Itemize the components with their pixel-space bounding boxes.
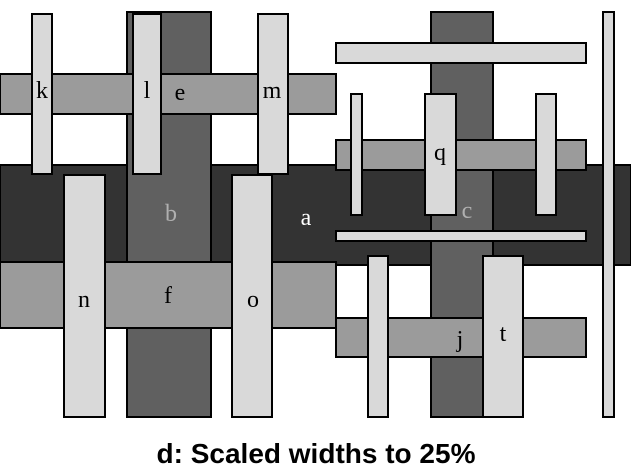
rect-f	[0, 261, 337, 329]
label-k: k	[36, 78, 48, 104]
label-l: l	[144, 78, 151, 104]
rect-far-right	[602, 11, 615, 418]
label-q: q	[434, 140, 446, 166]
label-n: n	[78, 287, 90, 313]
label-c: c	[462, 198, 473, 224]
label-j: j	[456, 327, 464, 353]
label-t: t	[500, 321, 507, 347]
rect-o	[231, 174, 273, 418]
rect-left-post	[350, 93, 363, 216]
rect-n	[63, 174, 106, 418]
figure-caption: d: Scaled widths to 25%	[157, 438, 476, 469]
rect-t	[482, 255, 524, 418]
rect-right-post	[535, 93, 557, 216]
rect-lower-post	[367, 255, 389, 418]
rect-m	[257, 13, 289, 175]
rect-top-bar	[335, 42, 587, 64]
rect-l	[132, 13, 162, 175]
label-b: b	[165, 201, 177, 227]
rect-q	[424, 93, 457, 216]
label-f: f	[164, 283, 172, 309]
label-m: m	[263, 78, 282, 104]
rect-mid-bar	[335, 230, 587, 242]
rect-k	[31, 13, 53, 175]
label-e: e	[175, 80, 186, 106]
label-a: a	[301, 205, 312, 231]
label-o: o	[247, 287, 259, 313]
